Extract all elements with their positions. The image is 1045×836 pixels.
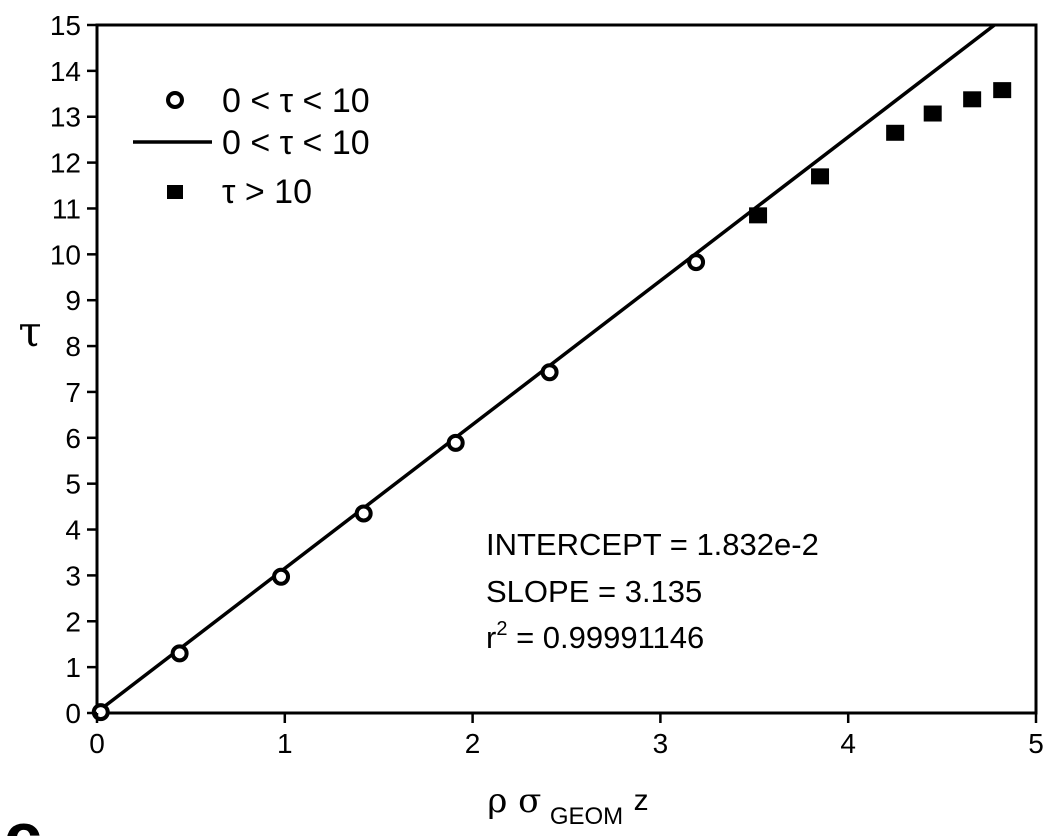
y-tick-label: 8 — [65, 331, 81, 362]
x-tick-label: 2 — [465, 728, 481, 759]
y-tick-label: 0 — [65, 698, 81, 729]
data-points — [91, 82, 1012, 722]
x-axis-label-subscript: GEOM — [550, 803, 623, 830]
y-tick-label: 14 — [50, 56, 81, 87]
x-axis-label-main: ρ σ — [487, 781, 541, 821]
legend-filled-square-marker — [167, 185, 183, 199]
annotation-intercept: INTERCEPT = 1.832e-2 — [486, 527, 819, 562]
legend: 0 < τ < 10 0 < τ < 10 τ > 10 — [133, 82, 370, 211]
data-point-filled-square — [749, 207, 768, 224]
x-tick-label: 1 — [277, 728, 293, 759]
panel-label: c — [4, 799, 42, 836]
data-point-open-circle — [540, 363, 559, 382]
data-point-open-circle — [170, 644, 189, 663]
plot-area — [95, 23, 1038, 715]
regression-annotations: INTERCEPT = 1.832e-2 SLOPE = 3.135 r2 = … — [486, 527, 819, 655]
y-tick-label: 9 — [65, 285, 81, 316]
y-tick-label: 3 — [65, 560, 81, 591]
y-tick-label: 12 — [50, 148, 81, 179]
data-point-filled-square — [811, 168, 830, 185]
annotation-slope: SLOPE = 3.135 — [486, 574, 702, 609]
plot-frame — [95, 23, 1038, 715]
annotation-r2: r2 = 0.99991146 — [486, 618, 704, 655]
y-axis-label: τ — [18, 307, 41, 356]
data-point-filled-square — [963, 91, 982, 108]
y-tick-label: 2 — [65, 606, 81, 637]
data-point-filled-square — [886, 124, 905, 141]
data-point-open-circle — [272, 567, 291, 586]
y-tick-label: 1 — [65, 652, 81, 683]
annotation-r2-prefix: r — [486, 620, 496, 655]
y-tick-label: 13 — [50, 102, 81, 133]
x-tick-label: 3 — [653, 728, 669, 759]
data-point-filled-square — [993, 82, 1012, 99]
legend-label-circles: 0 < τ < 10 — [222, 82, 370, 120]
x-tick-label: 5 — [1028, 728, 1044, 759]
data-point-open-circle — [446, 433, 465, 452]
y-tick-label: 4 — [65, 515, 81, 546]
y-tick-label: 10 — [50, 239, 81, 270]
legend-open-circle-marker — [166, 91, 184, 109]
x-axis-label-suffix: z — [634, 784, 649, 817]
x-tick-label: 4 — [840, 728, 856, 759]
x-axis-label: ρ σ GEOM z — [487, 781, 648, 830]
legend-label-squares: τ > 10 — [222, 173, 312, 211]
y-tick-label: 15 — [50, 10, 81, 41]
y-tick-label: 5 — [65, 469, 81, 500]
data-point-open-circle — [687, 253, 706, 272]
y-tick-label: 11 — [52, 193, 81, 224]
data-point-open-circle — [354, 504, 373, 523]
annotation-r2-rest: = 0.99991146 — [507, 620, 704, 655]
y-tick-label: 6 — [65, 423, 81, 454]
x-tick-label: 0 — [89, 728, 105, 759]
data-point-filled-square — [923, 105, 942, 122]
y-tick-label: 7 — [65, 377, 81, 408]
annotation-r2-sup: 2 — [496, 618, 507, 640]
legend-label-fit: 0 < τ < 10 — [222, 124, 370, 162]
